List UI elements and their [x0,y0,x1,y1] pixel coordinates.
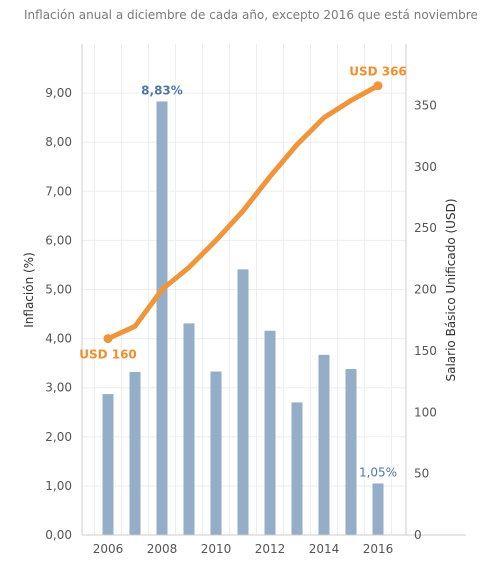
left-axis-title: Inflación (%) [22,252,36,328]
line-series-salario [103,81,383,344]
bar [345,369,357,535]
left-axis-ticks: 0,00 1,00 2,00 3,00 4,00 5,00 6,00 7,00 8,00 9,00 [45,86,72,542]
y-tick-label: 8,00 [45,135,72,149]
bar-last-label: 1,05% [359,465,397,479]
x-tick-label: 2006 [93,542,124,556]
y-tick-label: 3,00 [45,381,72,395]
y2-tick-label: 50 [414,467,429,481]
y2-tick-label: 0 [414,528,422,542]
y2-tick-label: 100 [414,405,437,419]
y2-tick-label: 350 [414,98,437,112]
x-tick-label: 2014 [309,542,340,556]
y-tick-label: 5,00 [45,283,72,297]
bar [156,101,168,536]
y-tick-label: 9,00 [45,86,72,100]
bar [318,354,330,535]
line-first-label: USD 160 [79,348,137,362]
y2-tick-label: 250 [414,221,437,235]
y-tick-label: 1,00 [45,479,72,493]
bar [183,323,195,535]
chart-subtitle: Inflación anual a diciembre de cada año,… [24,8,478,22]
x-tick-label: 2008 [147,542,178,556]
right-axis-ticks: 0 50 100 150 200 250 300 350 [414,98,437,542]
bar [129,371,141,535]
y-tick-label: 4,00 [45,332,72,346]
bar-max-label: 8,83% [141,83,183,97]
bar [264,330,276,535]
x-tick-label: 2016 [363,542,394,556]
bar-series-inflacion [102,101,384,536]
y-tick-label: 2,00 [45,430,72,444]
x-axis-ticks: 2006 2008 2010 2012 2014 2016 [93,542,394,556]
x-tick-label: 2010 [201,542,232,556]
y2-tick-label: 150 [414,344,437,358]
salary-line [105,83,381,342]
bar [291,402,303,535]
right-axis-title: Salario Básico Unificado (USD) [444,198,458,381]
bar [372,483,384,535]
y-tick-label: 7,00 [45,184,72,198]
y2-tick-label: 200 [414,283,437,297]
bar [210,371,222,535]
y-tick-label: 0,00 [45,528,72,542]
line-last-label: USD 366 [349,65,407,79]
y2-tick-label: 300 [414,160,437,174]
bar [102,394,114,535]
salary-point-last [373,81,383,91]
bar [237,269,249,535]
y-tick-label: 6,00 [45,233,72,247]
salary-point-first [103,334,113,344]
x-tick-label: 2012 [255,542,286,556]
